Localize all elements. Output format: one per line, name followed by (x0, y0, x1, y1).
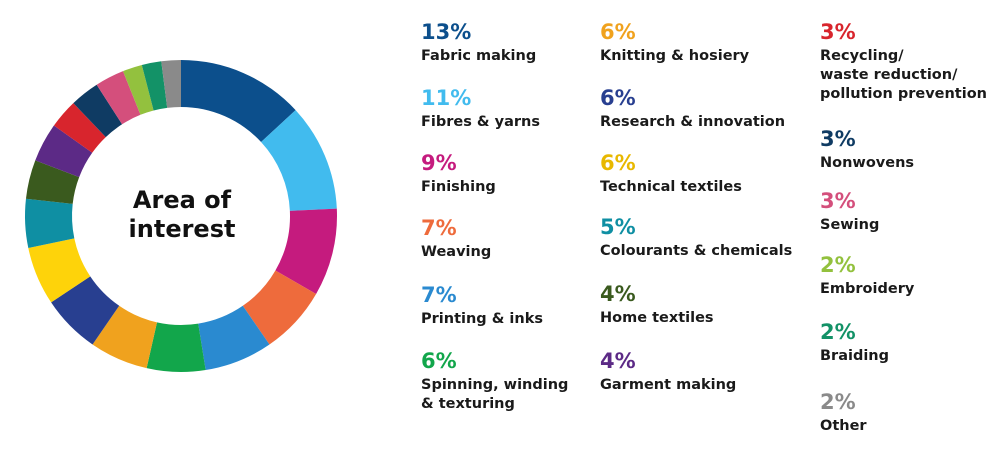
legend-label: Sewing (820, 217, 880, 233)
legend-item-technical-textiles: 6% Technical textiles (600, 151, 810, 197)
legend-item-other: 2% Other (820, 390, 1000, 436)
donut-slice-spinning-winding-texturing (146, 322, 206, 372)
legend-item-garment-making: 4% Garment making (600, 349, 810, 395)
donut-slice-finishing (275, 208, 337, 294)
donut-slice-fibres-yarns (261, 110, 337, 211)
legend-label: Knitting & hosiery (600, 48, 750, 64)
legend-value: 4% (600, 282, 636, 306)
legend-value: 3% (820, 127, 856, 151)
legend-label: Braiding (820, 348, 890, 364)
legend-item-fabric-making: 13% Fabric making (421, 20, 631, 66)
legend-item-embroidery: 2% Embroidery (820, 253, 1000, 299)
donut-slice-printing-inks (198, 305, 270, 371)
donut-slice-fabric-making (181, 60, 296, 143)
legend-label: Nonwovens (820, 155, 915, 171)
legend-item-spinning: 6% Spinning, winding & texturing (421, 349, 631, 414)
legend-item-finishing: 9% Finishing (421, 151, 631, 197)
donut-slice-other (161, 60, 181, 108)
donut-slice-research-innovation (51, 276, 120, 345)
legend-item-sewing: 3% Sewing (820, 189, 1000, 235)
legend-item-recycling: 3% Recycling/ waste reduction/ pollution… (820, 20, 1000, 104)
legend-value: 7% (421, 283, 457, 307)
legend-label: Embroidery (820, 281, 915, 297)
legend-item-home-textiles: 4% Home textiles (600, 282, 810, 328)
donut-chart (24, 60, 337, 372)
legend-label: Garment making (600, 377, 737, 393)
legend-item-fibres-yarns: 11% Fibres & yarns (421, 86, 631, 132)
legend-value: 6% (600, 86, 636, 110)
legend-value: 5% (600, 215, 636, 239)
legend-label: Colourants & chemicals (600, 243, 793, 259)
chart-title: Area of interest (128, 186, 236, 243)
donut-slice-sewing (96, 71, 141, 125)
legend-item-braiding: 2% Braiding (820, 320, 1000, 366)
legend-value: 2% (820, 320, 856, 344)
legend-value: 2% (820, 390, 856, 414)
donut-slice-home-textiles (25, 160, 80, 204)
donut-slice-nonwovens (73, 84, 123, 138)
legend-item-knitting-hosiery: 6% Knitting & hosiery (600, 20, 810, 66)
legend-label: Printing & inks (421, 311, 543, 327)
legend-label: Other (820, 418, 867, 434)
legend-label: Weaving (421, 244, 492, 260)
legend-label: Finishing (421, 179, 496, 195)
legend-item-research-innovation: 6% Research & innovation (600, 86, 810, 132)
legend-value: 3% (820, 20, 856, 44)
legend-label: Research & innovation (600, 114, 786, 130)
donut-slice-garment-making (35, 125, 93, 178)
legend-value: 6% (600, 20, 636, 44)
legend-label: Fabric making (421, 48, 537, 64)
legend-label: Fibres & yarns (421, 114, 540, 130)
donut-slice-knitting-hosiery (92, 305, 157, 369)
legend-value: 6% (421, 349, 457, 373)
donut-slice-recycling-waste-reduction-pollution-prevention (53, 103, 106, 153)
donut-slice-weaving (242, 270, 317, 345)
legend-value: 11% (421, 86, 472, 110)
donut-slice-colourants-chemicals (24, 198, 75, 248)
legend-value: 13% (421, 20, 472, 44)
legend-item-colourants-chemicals: 5% Colourants & chemicals (600, 215, 810, 261)
legend-label: Technical textiles (600, 179, 742, 195)
legend-value: 3% (820, 189, 856, 213)
donut-slice-embroidery (123, 65, 154, 115)
donut-slice-braiding (141, 61, 168, 111)
legend-value: 9% (421, 151, 457, 175)
legend-label: Recycling/ waste reduction/ pollution pr… (820, 48, 987, 102)
legend-label: Spinning, winding & texturing (421, 377, 569, 412)
donut-slice-technical-textiles (28, 238, 91, 303)
legend-value: 4% (600, 349, 636, 373)
legend-label: Home textiles (600, 310, 714, 326)
legend-value: 2% (820, 253, 856, 277)
legend-item-weaving: 7% Weaving (421, 216, 631, 262)
legend-item-nonwovens: 3% Nonwovens (820, 127, 1000, 173)
legend-value: 6% (600, 151, 636, 175)
legend-item-printing-inks: 7% Printing & inks (421, 283, 631, 329)
legend-value: 7% (421, 216, 457, 240)
